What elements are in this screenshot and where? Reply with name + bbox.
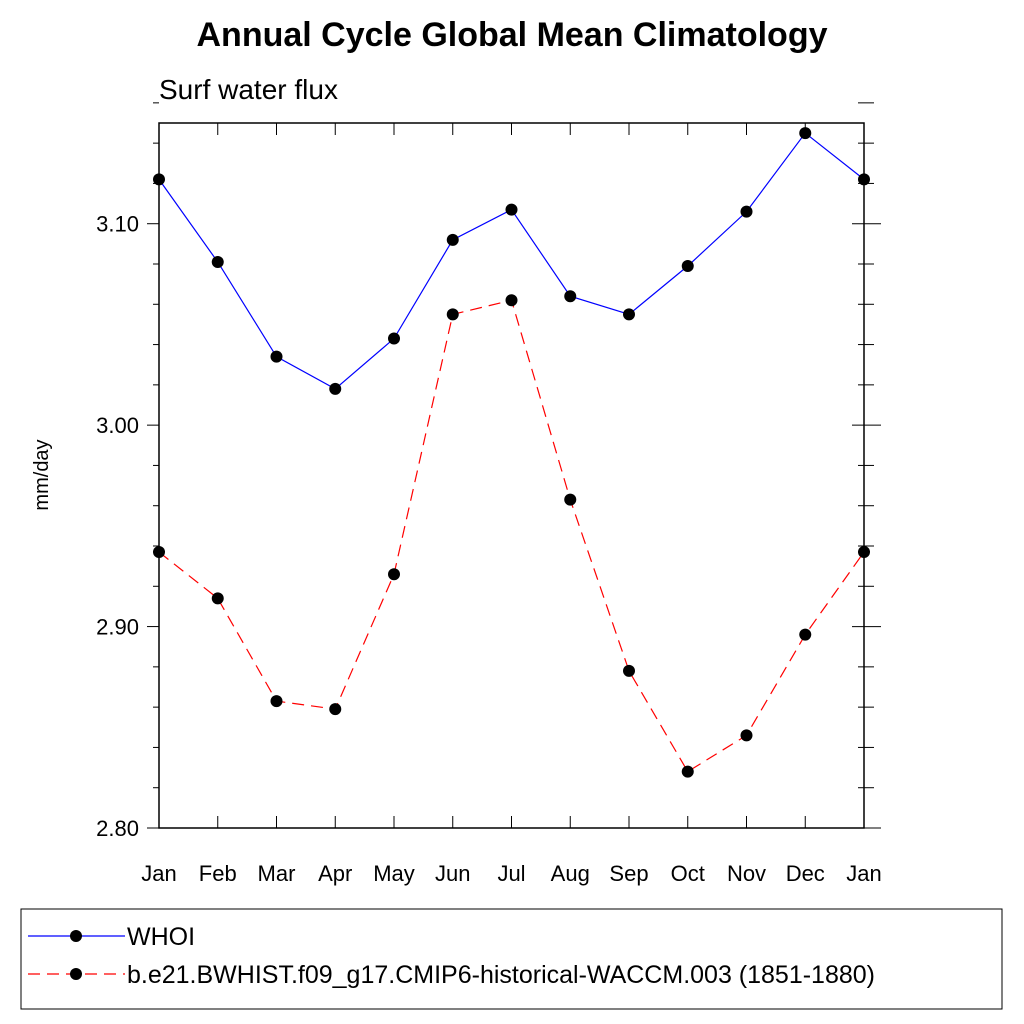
- data-point: [740, 729, 753, 742]
- data-point: [623, 664, 635, 677]
- x-tick-label: May: [373, 861, 415, 886]
- data-point: [270, 695, 283, 708]
- data-point: [799, 127, 812, 140]
- data-point: [446, 308, 459, 321]
- axis-ticks: Jan Feb Mar Apr May Jun Jul Aug Sep Oct Nov Dec Jan2…: [96, 102, 882, 886]
- y-axis-label: mm/day: [31, 439, 53, 510]
- x-tick-label: Nov: [727, 861, 766, 886]
- data-point: [388, 332, 400, 345]
- legend-marker: [70, 968, 82, 980]
- series-2: [153, 294, 870, 778]
- data-point: [153, 173, 165, 186]
- x-tick-label: Jul: [497, 861, 525, 886]
- data-point: [564, 493, 577, 506]
- x-tick-label: Jan: [846, 861, 881, 886]
- series-1: [153, 127, 870, 395]
- data-point: [681, 765, 694, 778]
- data-point: [799, 628, 812, 641]
- x-tick-label: Jan: [141, 861, 176, 886]
- series-line: [158, 299, 865, 773]
- x-tick-label: Oct: [671, 861, 705, 886]
- data-point: [564, 290, 577, 303]
- x-tick-label: Jun: [435, 861, 470, 886]
- data-point: [681, 260, 694, 273]
- data-point: [270, 350, 283, 363]
- data-point: [329, 382, 342, 395]
- x-tick-label: Mar: [258, 861, 296, 886]
- x-tick-label: Sep: [609, 861, 648, 886]
- chart-title: Annual Cycle Global Mean Climatology: [197, 16, 828, 54]
- data-point: [858, 546, 870, 559]
- data-point: [505, 203, 518, 216]
- data-point: [740, 205, 753, 218]
- plot-area: [158, 122, 865, 829]
- series-layer: [153, 127, 870, 778]
- y-tick-label: 2.90: [96, 615, 139, 640]
- x-tick-label: Aug: [551, 861, 590, 886]
- x-tick-label: Apr: [318, 861, 352, 886]
- chart-subtitle: Surf water flux: [159, 74, 338, 105]
- x-tick-label: Feb: [199, 861, 237, 886]
- data-point: [211, 255, 224, 268]
- y-tick-label: 3.00: [96, 413, 139, 438]
- series-line: [158, 132, 865, 390]
- y-tick-label: 3.10: [96, 212, 139, 237]
- legend-box: [20, 908, 1003, 1010]
- legend-marker: [70, 930, 82, 942]
- data-point: [329, 703, 342, 716]
- legend: WHOI b.e21.BWHIST.f09_g17.CMIP6-historica…: [28, 923, 875, 989]
- y-tick-label: 2.80: [96, 816, 139, 841]
- data-point: [388, 568, 400, 581]
- legend-item: WHOI: [28, 923, 195, 951]
- data-point: [153, 546, 165, 559]
- legend-label: b.e21.BWHIST.f09_g17.CMIP6-historical-WA…: [127, 961, 875, 989]
- x-tick-label: Dec: [786, 861, 825, 886]
- data-point: [446, 233, 459, 246]
- data-point: [211, 592, 224, 605]
- legend-item: b.e21.BWHIST.f09_g17.CMIP6-historical-WA…: [28, 961, 875, 989]
- data-point: [858, 173, 870, 186]
- data-point: [623, 308, 635, 321]
- data-point: [505, 294, 518, 307]
- legend-label: WHOI: [127, 923, 195, 951]
